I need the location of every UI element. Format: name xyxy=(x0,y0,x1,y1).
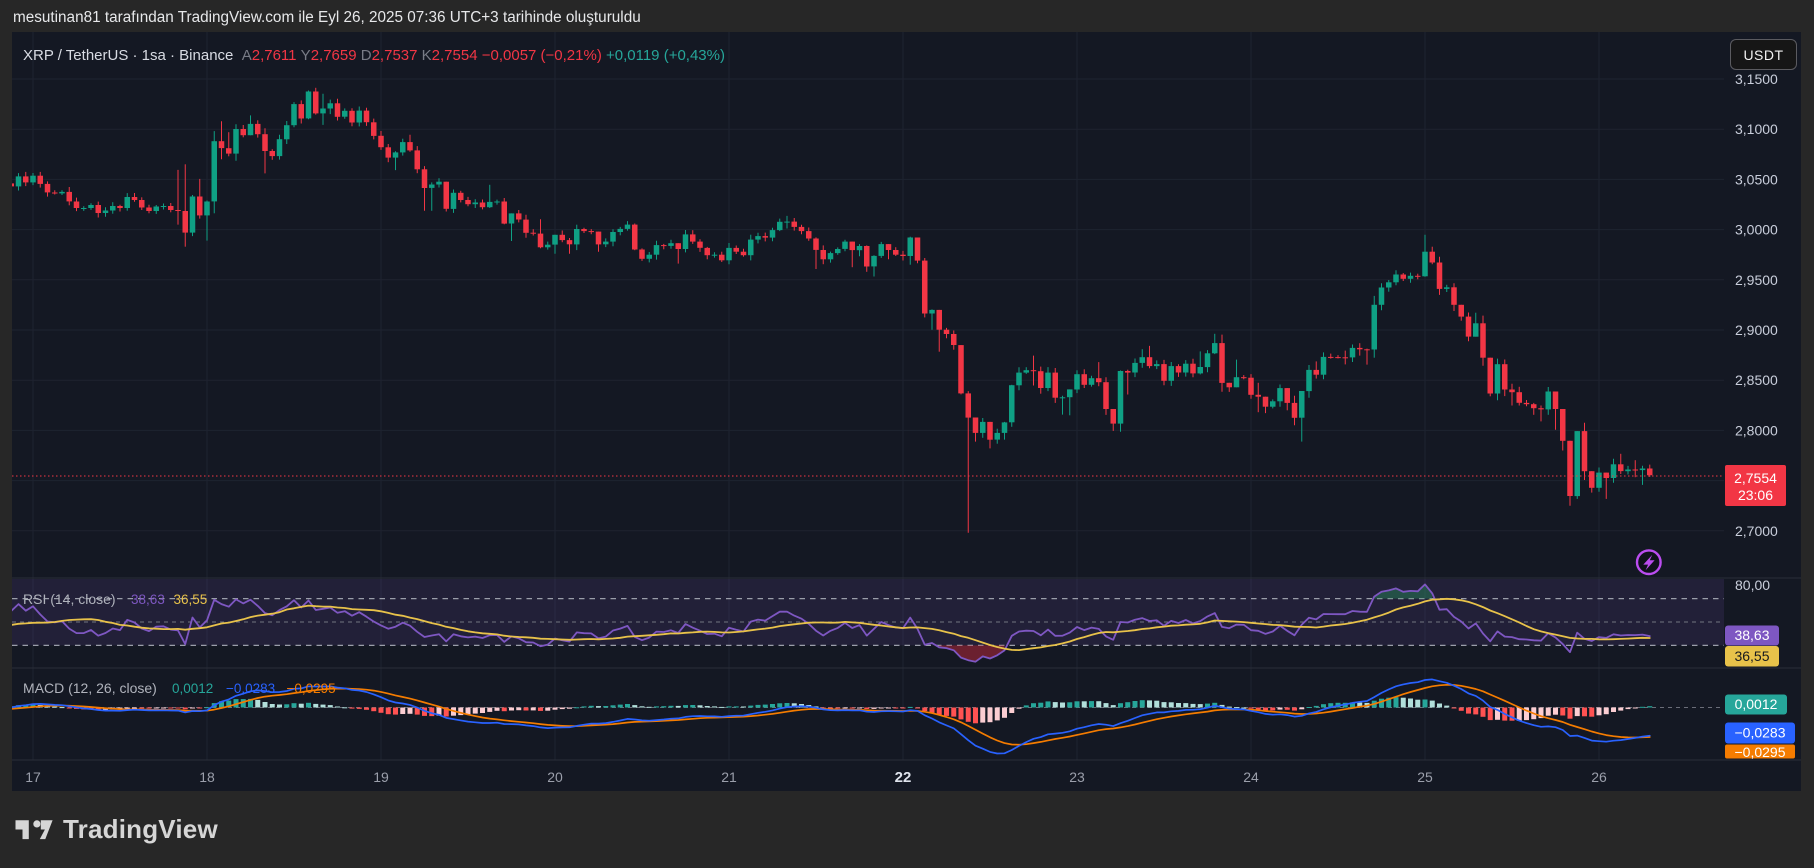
svg-text:24: 24 xyxy=(1243,769,1259,785)
svg-text:36,55: 36,55 xyxy=(1734,648,1769,664)
svg-text:20: 20 xyxy=(547,769,563,785)
svg-text:−0,0295: −0,0295 xyxy=(287,681,336,696)
svg-text:2,9000: 2,9000 xyxy=(1735,322,1778,338)
svg-text:2,7554: 2,7554 xyxy=(1734,470,1777,486)
svg-text:38,63: 38,63 xyxy=(1734,627,1769,643)
svg-text:22: 22 xyxy=(895,769,912,786)
svg-text:25: 25 xyxy=(1417,769,1433,785)
svg-text:2,8500: 2,8500 xyxy=(1735,372,1778,388)
svg-text:26: 26 xyxy=(1591,769,1607,785)
svg-text:18: 18 xyxy=(199,769,215,785)
svg-text:2,9500: 2,9500 xyxy=(1735,272,1778,288)
svg-text:3,1500: 3,1500 xyxy=(1735,71,1778,87)
svg-text:21: 21 xyxy=(721,769,737,785)
svg-text:3,0500: 3,0500 xyxy=(1735,171,1778,187)
svg-text:3,1000: 3,1000 xyxy=(1735,121,1778,137)
svg-text:0,0012: 0,0012 xyxy=(1735,696,1778,712)
svg-text:2,7000: 2,7000 xyxy=(1735,523,1778,539)
svg-text:0,0012: 0,0012 xyxy=(172,681,213,696)
svg-text:−0,0283: −0,0283 xyxy=(1735,725,1786,741)
svg-text:3,0000: 3,0000 xyxy=(1735,222,1778,238)
svg-text:17: 17 xyxy=(25,769,41,785)
svg-text:MACD (12, 26, close): MACD (12, 26, close) xyxy=(23,680,157,696)
svg-text:−0,0283: −0,0283 xyxy=(226,681,275,696)
svg-text:80,00: 80,00 xyxy=(1735,577,1770,593)
svg-text:38,63: 38,63 xyxy=(131,592,165,607)
svg-text:2,8000: 2,8000 xyxy=(1735,422,1778,438)
svg-text:23:06: 23:06 xyxy=(1738,487,1773,503)
svg-text:−0,0295: −0,0295 xyxy=(1735,744,1786,760)
svg-text:19: 19 xyxy=(373,769,389,785)
svg-text:36,55: 36,55 xyxy=(174,592,208,607)
svg-text:23: 23 xyxy=(1069,769,1085,785)
svg-text:RSI (14, close): RSI (14, close) xyxy=(23,591,116,607)
